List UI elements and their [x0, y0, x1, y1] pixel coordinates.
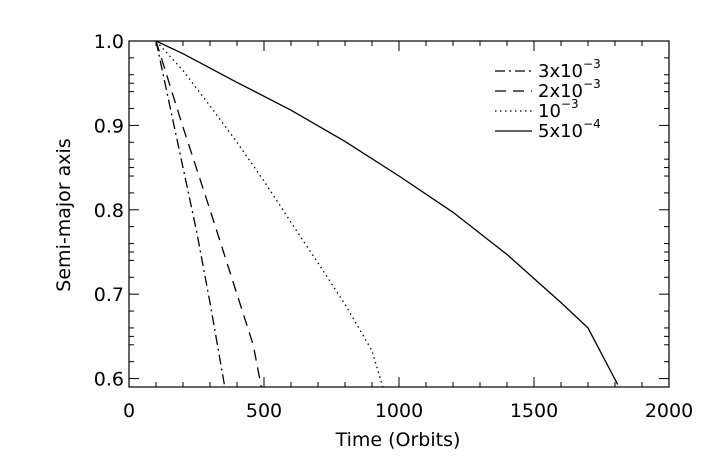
legend-entry-exponent: −3 — [583, 57, 601, 71]
y-tick-label: 0.7 — [94, 284, 124, 306]
y-axis-label: Semi-major axis — [53, 138, 75, 291]
legend-entry: 3x10−3 — [538, 57, 601, 82]
series-line-dotted — [155, 40, 384, 388]
legend-entry: 5x10−4 — [538, 117, 601, 142]
series-line-solid — [155, 40, 619, 385]
legend-entry-exponent: −4 — [583, 117, 601, 131]
x-tick-label: 0 — [123, 400, 135, 422]
series-layer — [155, 40, 619, 388]
y-tick-label: 0.9 — [94, 115, 124, 137]
legend-entry-base: 2x10 — [538, 81, 583, 102]
y-tick-label: 0.6 — [94, 369, 124, 391]
legend-entry-base: 5x10 — [538, 121, 583, 142]
x-tick-label: 2000 — [645, 400, 693, 422]
axes: 0 500 1000 1500 2000 0.6 0.7 0.8 0.9 1.0 — [94, 31, 693, 422]
x-tick-label: 1000 — [375, 400, 423, 422]
y-tick-label: 1.0 — [94, 31, 124, 53]
legend-entry-exponent: −3 — [583, 77, 601, 91]
series-line-dashdot — [155, 40, 226, 388]
legend-entry-base: 3x10 — [538, 61, 583, 82]
legend-entry: 10−3 — [538, 97, 579, 122]
series-line-dashed — [155, 40, 262, 388]
legend-entry-base: 10 — [538, 101, 561, 122]
x-tick-label: 1500 — [510, 400, 558, 422]
legend-entry-exponent: −3 — [561, 97, 579, 111]
x-axis-label: Time (Orbits) — [335, 429, 461, 451]
plot-frame — [128, 40, 670, 388]
x-tick-label: 500 — [246, 400, 282, 422]
y-tick-label: 0.8 — [94, 200, 124, 222]
legend-entry: 2x10−3 — [538, 77, 601, 102]
